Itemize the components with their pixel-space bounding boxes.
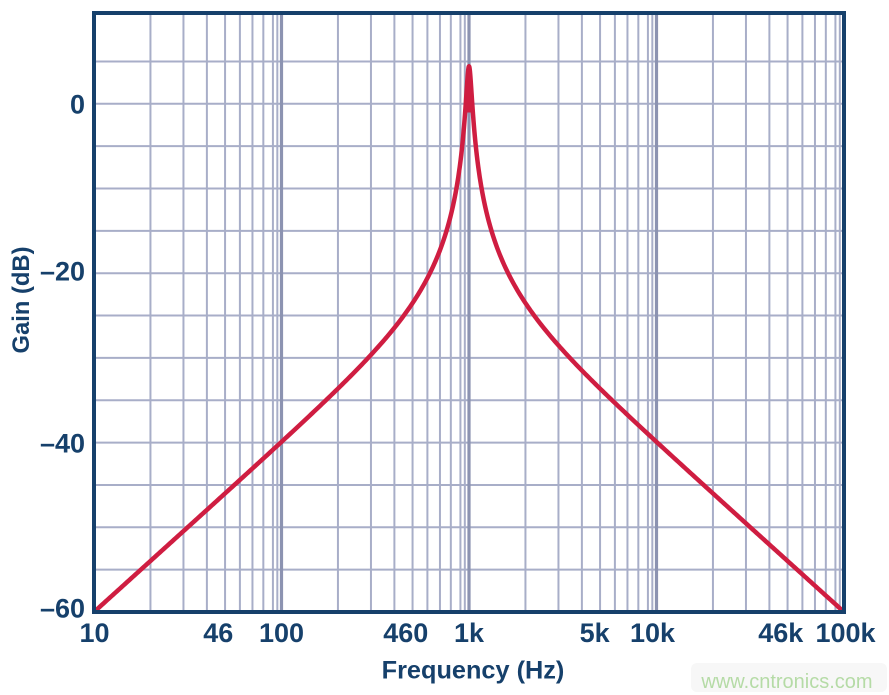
svg-text:1k: 1k <box>454 618 485 648</box>
svg-text:–60: –60 <box>40 593 85 623</box>
svg-text:Frequency (Hz): Frequency (Hz) <box>382 656 565 684</box>
svg-text:www.cntronics.com: www.cntronics.com <box>700 671 872 693</box>
svg-text:46: 46 <box>203 618 233 648</box>
svg-text:–40: –40 <box>40 429 85 459</box>
svg-text:10k: 10k <box>630 618 676 648</box>
svg-text:46k: 46k <box>758 618 804 648</box>
svg-text:460: 460 <box>383 618 428 648</box>
svg-text:0: 0 <box>70 89 85 119</box>
svg-text:10: 10 <box>79 618 109 648</box>
svg-text:100k: 100k <box>815 618 876 648</box>
svg-text:Gain (dB): Gain (dB) <box>8 246 35 353</box>
svg-text:100: 100 <box>259 618 304 648</box>
svg-text:5k: 5k <box>580 618 611 648</box>
svg-text:–20: –20 <box>40 257 85 287</box>
